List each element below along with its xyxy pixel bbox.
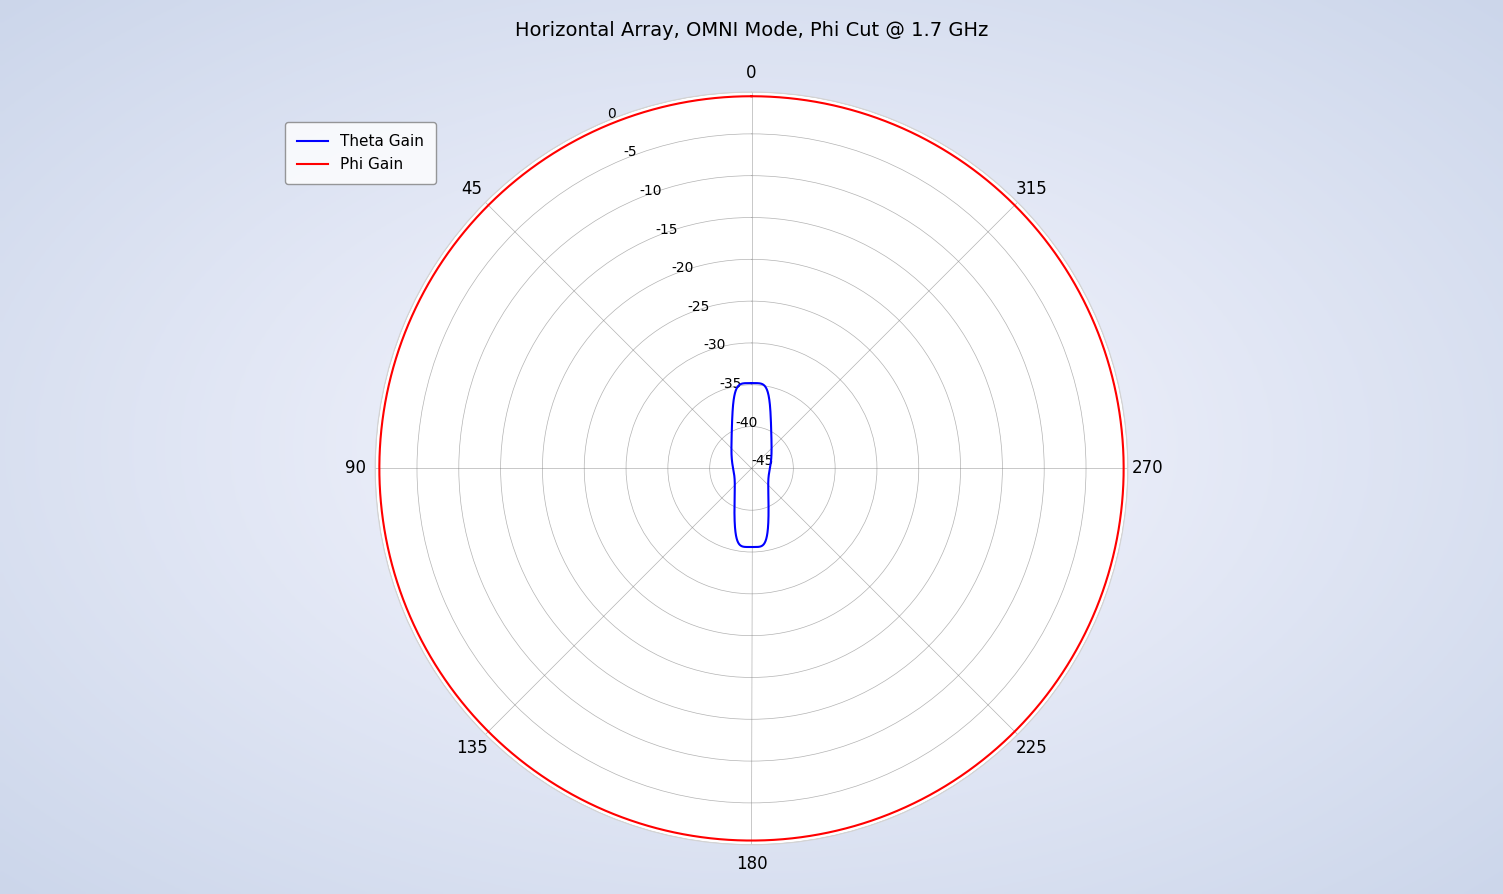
Legend: Theta Gain, Phi Gain: Theta Gain, Phi Gain	[286, 122, 436, 184]
Title: Horizontal Array, OMNI Mode, Phi Cut @ 1.7 GHz: Horizontal Array, OMNI Mode, Phi Cut @ 1…	[516, 21, 987, 40]
